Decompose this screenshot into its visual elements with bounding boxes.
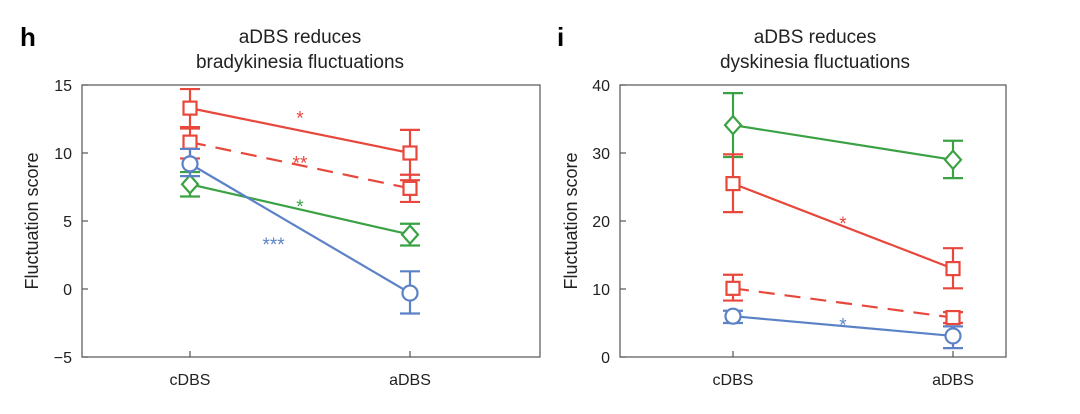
series-line bbox=[732, 287, 954, 319]
data-point-square bbox=[182, 134, 198, 150]
data-point-diamond bbox=[943, 149, 963, 171]
data-point-diamond bbox=[400, 223, 420, 246]
significance-label: ** bbox=[293, 154, 308, 175]
series-line bbox=[732, 315, 954, 338]
series-line bbox=[189, 162, 411, 295]
data-point-square bbox=[945, 261, 961, 277]
chart-title-line: aDBS reduces bbox=[239, 27, 362, 48]
data-point-square bbox=[182, 100, 198, 116]
series-line bbox=[732, 182, 954, 270]
data-point-square bbox=[725, 280, 741, 296]
y-tick-label: 0 bbox=[601, 350, 610, 367]
y-tick-label: 40 bbox=[592, 78, 610, 95]
y-tick-label: 15 bbox=[54, 78, 72, 95]
data-point-square bbox=[402, 180, 418, 196]
panel-letter: i bbox=[557, 22, 564, 52]
series-3: *** bbox=[180, 147, 420, 315]
series-line bbox=[189, 183, 411, 236]
data-point-square bbox=[402, 145, 418, 161]
series-line bbox=[732, 124, 954, 161]
y-tick-label: 5 bbox=[63, 214, 72, 231]
significance-label: *** bbox=[263, 235, 286, 256]
x-tick-label: aDBS bbox=[389, 372, 431, 389]
chart-title-line: bradykinesia fluctuations bbox=[196, 52, 404, 73]
y-tick-label: −5 bbox=[54, 350, 72, 367]
data-point-circle bbox=[181, 155, 199, 173]
x-tick-label: cDBS bbox=[170, 372, 211, 389]
data-point-circle bbox=[724, 307, 742, 325]
series-2 bbox=[723, 273, 963, 326]
series-1: * bbox=[723, 153, 963, 290]
series-0 bbox=[723, 92, 963, 180]
series-2: * bbox=[180, 170, 420, 247]
y-axis-label: Fluctuation score bbox=[22, 152, 42, 289]
data-point-circle bbox=[401, 284, 419, 302]
significance-label: * bbox=[839, 315, 847, 336]
data-point-circle bbox=[944, 327, 962, 345]
y-tick-label: 10 bbox=[54, 146, 72, 163]
y-tick-label: 10 bbox=[592, 282, 610, 299]
series-line bbox=[189, 107, 411, 155]
panel-letter: h bbox=[20, 22, 36, 52]
data-point-square bbox=[945, 309, 961, 326]
x-tick-label: cDBS bbox=[713, 372, 754, 389]
data-point-square bbox=[725, 176, 741, 192]
chart-panel-i: i aDBS reduces dyskinesia fluctuations 0 10 2… bbox=[557, 22, 1007, 389]
chart-panel-h: h aDBS reduces bradykinesia fluctuations −5… bbox=[20, 22, 541, 389]
y-axis-label: Fluctuation score bbox=[561, 152, 581, 289]
series-0: * bbox=[180, 87, 420, 182]
y-tick-label: 20 bbox=[592, 214, 610, 231]
data-point-diamond bbox=[723, 114, 743, 136]
data-point-diamond bbox=[180, 173, 200, 195]
x-tick-label: aDBS bbox=[932, 372, 974, 389]
y-tick-label: 0 bbox=[63, 282, 72, 299]
significance-label: * bbox=[839, 214, 847, 235]
plot-frame bbox=[81, 84, 541, 358]
series-3: * bbox=[723, 307, 963, 350]
series-line bbox=[189, 141, 411, 190]
significance-label: * bbox=[296, 109, 304, 130]
y-tick-label: 30 bbox=[592, 146, 610, 163]
chart-title-line: dyskinesia fluctuations bbox=[720, 52, 910, 73]
significance-label: * bbox=[296, 197, 304, 218]
chart-title-line: aDBS reduces bbox=[754, 27, 877, 48]
